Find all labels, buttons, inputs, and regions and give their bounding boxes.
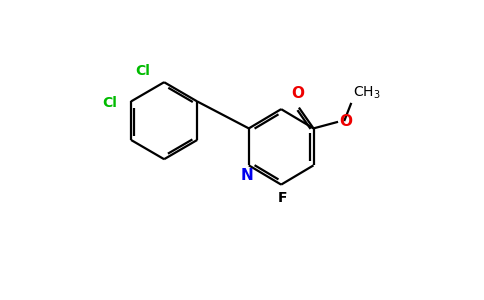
Text: CH$_3$: CH$_3$	[353, 85, 380, 101]
Text: Cl: Cl	[136, 64, 150, 78]
Text: O: O	[339, 114, 352, 129]
Text: F: F	[278, 191, 287, 205]
Text: O: O	[291, 86, 304, 101]
Text: Cl: Cl	[102, 96, 117, 110]
Text: N: N	[241, 168, 254, 183]
